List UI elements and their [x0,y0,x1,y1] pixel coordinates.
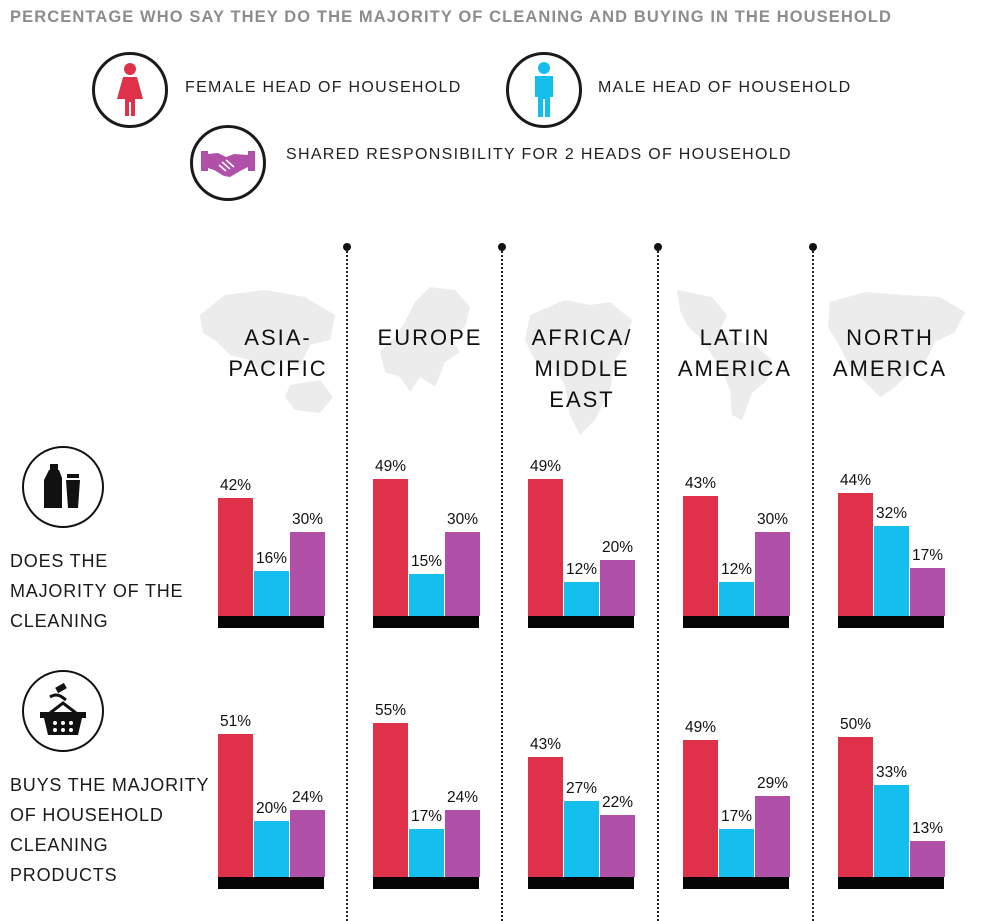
bar-value-label: 16% [255,550,288,568]
bar-value-label: 30% [756,511,789,528]
bar-value-label: 20% [255,800,288,817]
bar-male [719,829,754,877]
bar-female [838,492,873,616]
bar-value-label: 51% [219,713,252,731]
bar-shared [755,795,790,877]
bar-female [218,734,253,877]
bar-male [874,526,909,616]
divider-dot [343,243,351,251]
bar-female [683,495,718,616]
bar-female [528,478,563,616]
bar-value-label: 22% [601,794,634,812]
bar-male [409,829,444,877]
column-divider [346,248,348,921]
bar-value-label: 17% [410,808,443,826]
legend-label-shared: SHARED RESPONSIBILITY FOR 2 HEADS OF HOU… [286,146,792,163]
bar-value-label: 49% [529,457,562,475]
bar-value-label: 50% [839,716,872,733]
bar-baseline [838,616,944,628]
bar-value-label: 17% [720,808,753,826]
row-label-cleaning: DOES THE MAJORITY OF THE CLEANING [10,551,184,631]
bar-shared [755,532,790,616]
bar-female [838,737,873,877]
bar-female [528,756,563,877]
region-name-north-america: NORTH AMERICA [832,325,948,381]
bar-value-label: 32% [875,505,908,523]
legend-label-female: FEMALE HEAD OF HOUSEHOLD [185,79,462,96]
bar-shared [290,532,325,616]
region-name-latin-america: LATIN AMERICA [677,325,793,381]
bar-baseline [218,877,324,889]
bar-value-label: 27% [565,780,598,798]
bar-male [254,571,289,616]
bar-female [683,739,718,877]
divider-dot [498,243,506,251]
male-person-icon [506,52,582,128]
row-label-buying: BUYS THE MAJORITY OF HOUSEHOLD CLEANING … [10,775,210,885]
bar-baseline [528,877,634,889]
bar-value-label: 17% [911,547,944,565]
bar-baseline [838,877,944,889]
latin-america-map [677,290,772,420]
bar-value-label: 49% [374,457,407,475]
bar-shared [600,560,635,616]
shopping-basket-icon [22,670,104,752]
bar-value-label: 33% [875,763,908,781]
bar-value-label: 30% [446,511,479,528]
bar-value-label: 20% [601,539,634,556]
bar-value-label: 12% [720,561,753,579]
asia-pacific-map [200,290,335,413]
bar-baseline [528,616,634,628]
bar-value-label: 24% [291,788,324,806]
column-divider [501,248,503,921]
divider-dot [654,243,662,251]
bar-value-label: 13% [911,819,944,837]
bar-shared [600,815,635,877]
female-person-icon [92,52,168,128]
bar-male [874,784,909,877]
column-divider [657,248,659,921]
bar-value-label: 15% [410,553,443,570]
north-america-map [828,292,965,397]
bar-male [409,574,444,616]
bar-shared [445,809,480,877]
bar-shared [445,532,480,616]
bar-value-label: 24% [446,788,479,806]
bar-value-label: 44% [839,471,872,489]
bar-baseline [373,616,479,628]
bar-baseline [218,616,324,628]
bar-female [218,498,253,616]
bar-value-label: 55% [374,702,407,719]
bar-baseline [373,877,479,889]
bar-baseline [683,616,789,628]
africa-middle-east-map [525,300,632,435]
region-name-asia-pacific: ASIA- PACIFIC [228,325,328,381]
bar-baseline [683,877,789,889]
bar-female [373,723,408,877]
cleaning-products-icon [22,446,104,528]
bar-male [564,582,599,616]
handshake-icon [190,125,266,201]
chart-title: PERCENTAGE WHO SAY THEY DO THE MAJORITY … [10,8,893,26]
divider-dot [809,243,817,251]
bar-shared [910,568,945,616]
legend-label-male: MALE HEAD OF HOUSEHOLD [598,79,852,96]
bar-shared [290,809,325,877]
bar-value-label: 43% [684,474,717,492]
region-name-europe: EUROPE [377,325,483,350]
bar-male [254,821,289,877]
bar-male [719,582,754,616]
bar-value-label: 29% [756,774,789,792]
europe-map [380,287,470,392]
bar-value-label: 30% [291,511,324,528]
bar-shared [910,840,945,877]
bar-value-label: 42% [219,477,252,495]
region-name-africa-middle-east: AFRICA/ MIDDLE EAST [531,325,633,412]
bar-value-label: 43% [529,735,562,753]
column-divider [812,248,814,921]
bar-value-label: 12% [565,561,598,579]
bar-value-label: 49% [684,718,717,736]
bar-female [373,478,408,616]
bar-male [564,801,599,877]
